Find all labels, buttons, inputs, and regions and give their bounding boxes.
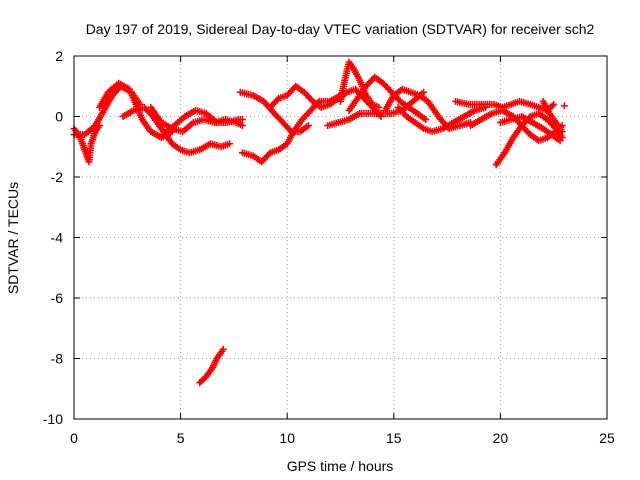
data-point bbox=[265, 150, 273, 158]
data-point bbox=[550, 100, 558, 108]
data-point bbox=[238, 122, 246, 130]
y-tick-label: -10 bbox=[43, 411, 63, 427]
y-tick-label: -4 bbox=[51, 230, 64, 246]
series-track-15 bbox=[452, 97, 558, 114]
series-track-1 bbox=[70, 122, 104, 166]
y-tick-label: -8 bbox=[51, 351, 64, 367]
x-tick-label: 5 bbox=[177, 430, 185, 446]
x-tick-label: 10 bbox=[279, 430, 295, 446]
y-tick-label: -2 bbox=[51, 169, 64, 185]
data-point bbox=[420, 88, 428, 96]
series-track-11 bbox=[337, 58, 383, 111]
y-tick-label: 0 bbox=[55, 109, 63, 125]
x-tick-label: 15 bbox=[386, 430, 402, 446]
x-tick-label: 25 bbox=[599, 430, 615, 446]
data-point bbox=[238, 116, 246, 124]
x-tick-label: 20 bbox=[493, 430, 509, 446]
series-track-20 bbox=[196, 345, 227, 387]
y-axis-label: SDTVAR / TECUs bbox=[5, 182, 21, 294]
series-track-13 bbox=[381, 85, 475, 133]
series-track-7 bbox=[236, 88, 313, 136]
data-point bbox=[305, 122, 313, 130]
data-point bbox=[422, 116, 430, 124]
data-point bbox=[556, 137, 564, 145]
series-track-14 bbox=[394, 103, 489, 136]
y-tick-label: -6 bbox=[51, 290, 64, 306]
y-tick-label: 2 bbox=[55, 48, 63, 64]
x-axis-label: GPS time / hours bbox=[287, 458, 394, 474]
data-points bbox=[70, 58, 568, 387]
series-track-4 bbox=[119, 103, 234, 157]
series-track-18 bbox=[496, 113, 564, 145]
data-point bbox=[219, 345, 227, 353]
chart-title: Day 197 of 2019, Sidereal Day-to-day VTE… bbox=[86, 21, 595, 37]
data-point bbox=[558, 128, 566, 136]
series-track-6 bbox=[160, 106, 246, 139]
series-track-21 bbox=[560, 102, 568, 110]
data-point bbox=[375, 103, 383, 111]
grid-lines bbox=[74, 56, 607, 419]
data-point bbox=[273, 96, 281, 104]
series-track-19 bbox=[539, 97, 566, 136]
data-point bbox=[560, 102, 568, 110]
series-track-10 bbox=[324, 88, 428, 130]
series-track-17 bbox=[492, 109, 566, 169]
x-tick-label: 0 bbox=[70, 430, 78, 446]
data-point bbox=[226, 140, 234, 148]
